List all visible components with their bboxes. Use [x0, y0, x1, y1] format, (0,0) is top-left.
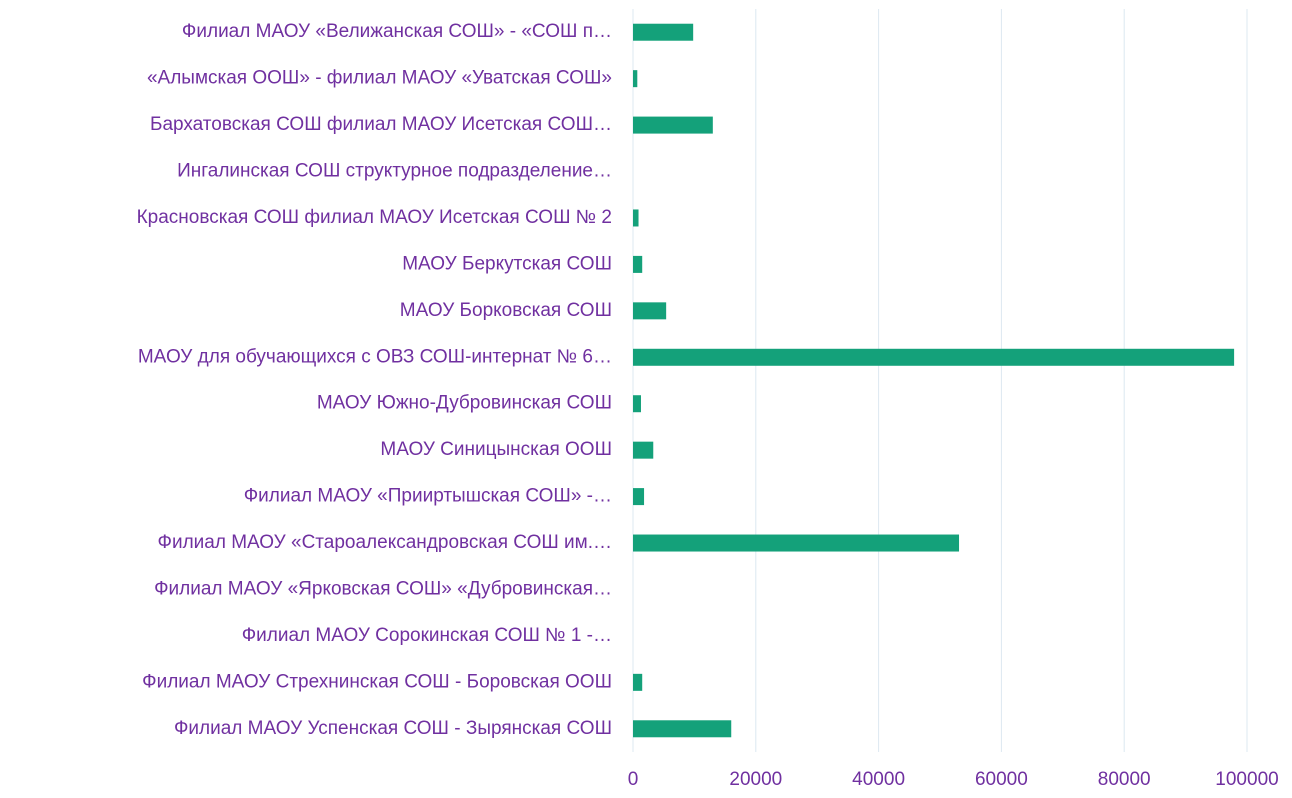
y-tick-label: Бархатовская СОШ филиал МАОУ Исетская СО…	[150, 114, 612, 135]
y-tick-label: Ингалинская СОШ структурное подразделени…	[177, 161, 612, 182]
bar	[633, 348, 1235, 366]
y-tick-label: МАОУ Борковская СОШ	[400, 300, 612, 321]
x-tick-label: 0	[628, 769, 639, 790]
bar	[633, 209, 639, 227]
y-tick-label: «Алымская ООШ» - филиал МАОУ «Уватская С…	[147, 68, 612, 89]
bar	[633, 70, 638, 88]
y-tick-label: Филиал МАОУ «Велижанская СОШ» - «СОШ п…	[182, 21, 612, 42]
y-tick-label: МАОУ Синицынская ООШ	[380, 439, 612, 460]
y-tick-label: МАОУ для обучающихся с ОВЗ СОШ-интернат …	[138, 346, 612, 367]
y-tick-label: Красновская СОШ филиал МАОУ Исетская СОШ…	[137, 207, 612, 228]
bar	[633, 720, 732, 738]
y-tick-label: Филиал МАОУ «Староалександровская СОШ им…	[158, 532, 612, 553]
x-tick-label: 80000	[1098, 769, 1151, 790]
y-tick-label: Филиал МАОУ Сорокинская СОШ № 1 -…	[242, 625, 612, 646]
bar	[633, 673, 643, 691]
bar	[633, 302, 667, 320]
x-tick-label: 20000	[729, 769, 782, 790]
bar	[633, 116, 713, 134]
x-tick-label: 40000	[852, 769, 905, 790]
y-tick-label: Филиал МАОУ «Прииртышская СОШ» -…	[244, 486, 612, 507]
y-tick-label: Филиал МАОУ Стрехнинская СОШ - Боровская…	[142, 671, 612, 692]
x-tick-label: 60000	[975, 769, 1028, 790]
x-tick-label: 100000	[1215, 769, 1278, 790]
bar	[633, 395, 641, 413]
y-tick-label: МАОУ Южно-Дубровинская СОШ	[317, 393, 612, 414]
bar	[633, 488, 645, 506]
y-tick-label: МАОУ Беркутская СОШ	[402, 253, 612, 274]
y-tick-label: Филиал МАОУ Успенская СОШ - Зырянская СО…	[174, 718, 612, 739]
bar	[633, 23, 694, 41]
bar	[633, 534, 960, 552]
bar	[633, 441, 654, 459]
bar	[633, 255, 643, 273]
y-tick-label: Филиал МАОУ «Ярковская СОШ» «Дубровинска…	[154, 578, 612, 599]
